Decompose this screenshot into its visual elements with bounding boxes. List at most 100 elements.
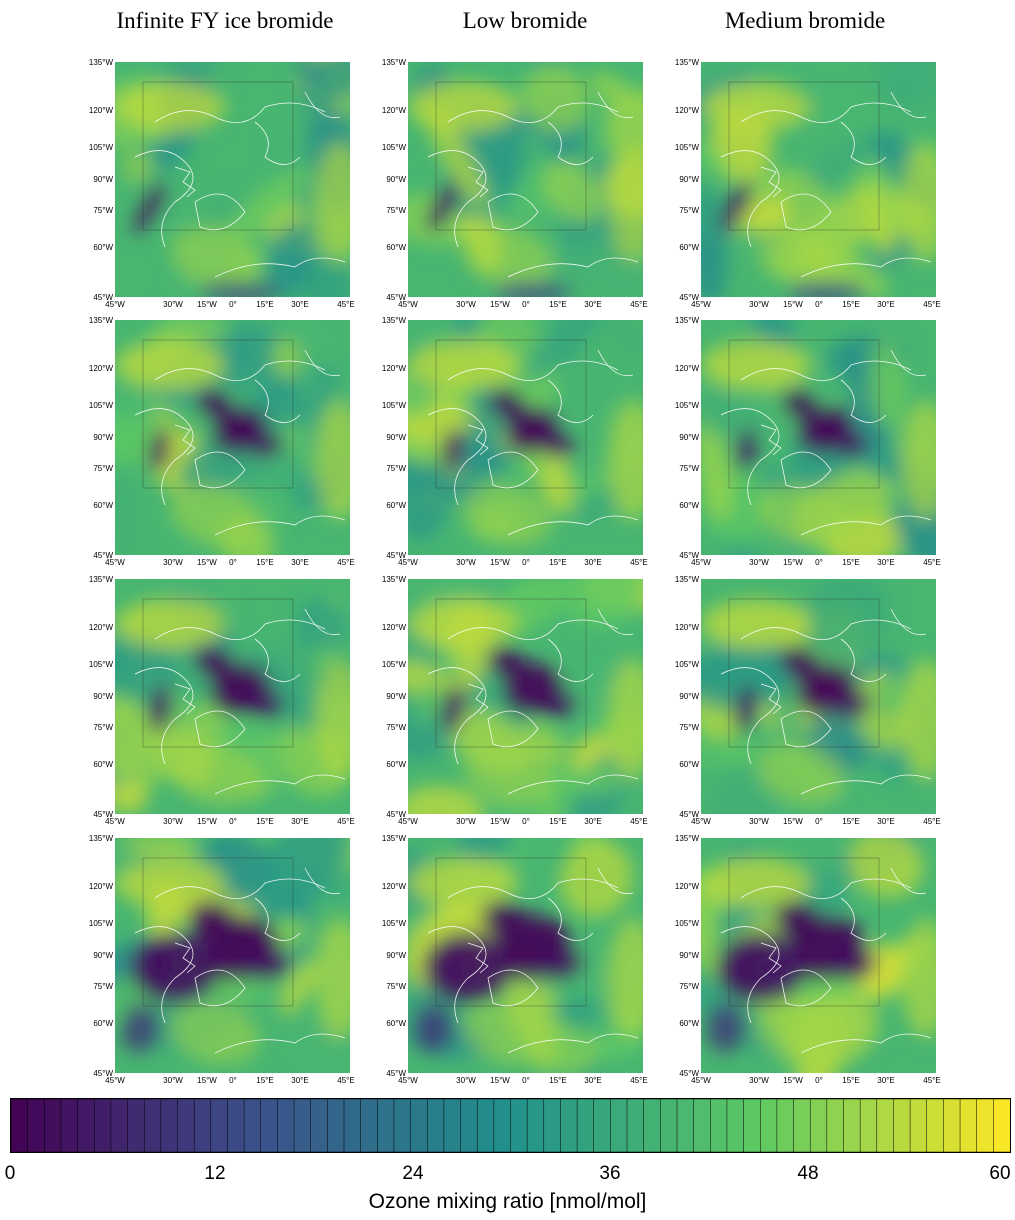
y-tick-label: 60°W [679, 1019, 699, 1028]
x-tick-label: 30°W [749, 300, 769, 309]
x-tick-label: 45°E [630, 817, 648, 826]
ozone-map [701, 320, 936, 555]
x-tick-label: 30°W [163, 300, 183, 309]
y-tick-label: 105°W [674, 660, 699, 669]
y-tick-label: 120°W [381, 106, 406, 115]
y-tick-label: 120°W [381, 623, 406, 632]
column-title-infinite: Infinite FY ice bromide [116, 8, 334, 33]
y-tick-label: 90°W [679, 951, 699, 960]
x-tick-label: 15°W [197, 300, 217, 309]
x-tick-label: 45°E [923, 1076, 941, 1085]
y-tick-label: 60°W [679, 243, 699, 252]
y-tick-label: 45°W [679, 1069, 699, 1078]
x-tick-label: 30°E [291, 558, 309, 567]
x-tick-label: 15°W [783, 1076, 803, 1085]
y-tick-label: 120°W [674, 364, 699, 373]
map-panel-medium-row3 [701, 579, 936, 814]
y-tick-label: 60°W [93, 243, 113, 252]
x-tick-label: 15°E [842, 1076, 860, 1085]
x-tick-label: 15°W [197, 1076, 217, 1085]
x-tick-label: 15°E [256, 558, 274, 567]
y-tick-label: 45°W [386, 810, 406, 819]
y-tick-label: 135°W [674, 316, 699, 325]
x-tick-label: 30°E [291, 817, 309, 826]
x-tick-label: 0° [522, 817, 530, 826]
colorbar-label: Ozone mixing ratio [nmol/mol] [368, 1190, 647, 1213]
colorbar-tick-60: 60 [989, 1163, 1011, 1184]
map-panel-infinite-row3 [115, 579, 350, 814]
colorbar-tick-24: 24 [402, 1163, 424, 1184]
y-tick-label: 75°W [679, 723, 699, 732]
y-tick-label: 90°W [386, 433, 406, 442]
ozone-map [115, 62, 350, 297]
map-panel-low-row2 [408, 320, 643, 555]
x-tick-label: 15°E [256, 1076, 274, 1085]
y-tick-label: 135°W [381, 316, 406, 325]
y-tick-label: 120°W [674, 106, 699, 115]
x-tick-label: 30°E [291, 300, 309, 309]
y-tick-label: 75°W [93, 723, 113, 732]
y-tick-label: 105°W [674, 143, 699, 152]
x-tick-label: 15°E [256, 817, 274, 826]
y-tick-label: 75°W [679, 206, 699, 215]
map-panel-low-row3 [408, 579, 643, 814]
x-tick-label: 45°E [923, 300, 941, 309]
x-tick-label: 45°E [337, 558, 355, 567]
x-tick-label: 45°W [691, 817, 711, 826]
y-tick-label: 60°W [386, 1019, 406, 1028]
y-tick-label: 90°W [93, 692, 113, 701]
x-tick-label: 15°W [783, 558, 803, 567]
y-tick-label: 60°W [93, 501, 113, 510]
y-tick-label: 90°W [93, 951, 113, 960]
x-tick-label: 15°E [549, 1076, 567, 1085]
y-tick-label: 45°W [679, 810, 699, 819]
x-tick-label: 15°W [197, 558, 217, 567]
colorbar [10, 1098, 1011, 1153]
x-tick-label: 15°E [549, 300, 567, 309]
y-tick-label: 120°W [88, 623, 113, 632]
x-tick-label: 45°E [630, 558, 648, 567]
x-tick-label: 45°E [923, 558, 941, 567]
x-tick-label: 30°W [749, 817, 769, 826]
x-tick-label: 45°W [398, 558, 418, 567]
x-tick-label: 45°W [691, 1076, 711, 1085]
map-panel-medium-row1 [701, 62, 936, 297]
y-tick-label: 60°W [386, 760, 406, 769]
x-tick-label: 30°W [456, 817, 476, 826]
y-tick-label: 60°W [679, 760, 699, 769]
map-panel-low-row4 [408, 838, 643, 1073]
y-tick-label: 45°W [386, 551, 406, 560]
y-tick-label: 135°W [381, 834, 406, 843]
ozone-map [115, 320, 350, 555]
x-tick-label: 45°W [398, 1076, 418, 1085]
x-tick-label: 45°E [337, 300, 355, 309]
y-tick-label: 120°W [674, 623, 699, 632]
x-tick-label: 30°W [163, 1076, 183, 1085]
x-tick-label: 0° [522, 300, 530, 309]
y-tick-label: 120°W [381, 364, 406, 373]
x-tick-label: 30°E [584, 300, 602, 309]
y-tick-label: 90°W [386, 692, 406, 701]
ozone-map [701, 838, 936, 1073]
x-tick-label: 30°W [456, 300, 476, 309]
y-tick-label: 45°W [386, 1069, 406, 1078]
x-tick-label: 30°E [877, 300, 895, 309]
x-tick-label: 45°W [105, 1076, 125, 1085]
y-tick-label: 120°W [88, 882, 113, 891]
x-tick-label: 45°E [630, 1076, 648, 1085]
y-tick-label: 90°W [679, 692, 699, 701]
x-tick-label: 0° [229, 300, 237, 309]
y-tick-label: 105°W [674, 919, 699, 928]
ozone-map [115, 579, 350, 814]
x-tick-label: 0° [522, 558, 530, 567]
x-tick-label: 0° [522, 1076, 530, 1085]
ozone-map [701, 62, 936, 297]
x-tick-label: 30°E [584, 558, 602, 567]
y-tick-label: 105°W [381, 143, 406, 152]
x-tick-label: 15°E [549, 817, 567, 826]
y-tick-label: 105°W [88, 401, 113, 410]
y-tick-label: 135°W [381, 575, 406, 584]
y-tick-label: 90°W [386, 951, 406, 960]
x-tick-label: 15°W [490, 817, 510, 826]
y-tick-label: 135°W [88, 316, 113, 325]
